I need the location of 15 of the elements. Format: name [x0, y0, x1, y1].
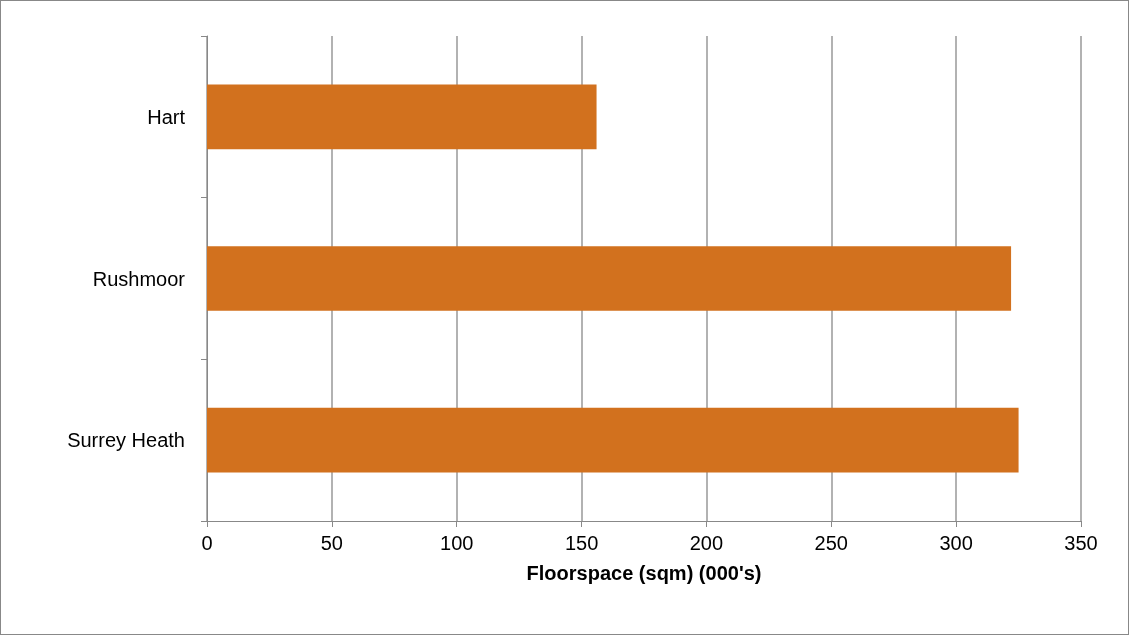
bar [207, 407, 1019, 473]
x-tick-label: 0 [201, 532, 213, 554]
x-tick-label: 200 [689, 532, 724, 554]
x-axis-title: Floorspace (sqm) (000's) [526, 562, 762, 584]
x-tick-label: 250 [814, 532, 848, 554]
x-tick-label: 150 [564, 532, 599, 554]
x-tick-label: 300 [939, 532, 973, 554]
y-tick-label: Surrey Heath [67, 429, 185, 452]
y-tick-label: Rushmoor [92, 267, 186, 290]
bar [207, 246, 1012, 311]
x-tick-label: 100 [440, 532, 474, 554]
x-tick-label: 350 [1064, 532, 1098, 554]
bar [207, 84, 597, 150]
y-tick-label: Hart [147, 105, 186, 128]
x-tick-label: 50 [320, 532, 343, 554]
